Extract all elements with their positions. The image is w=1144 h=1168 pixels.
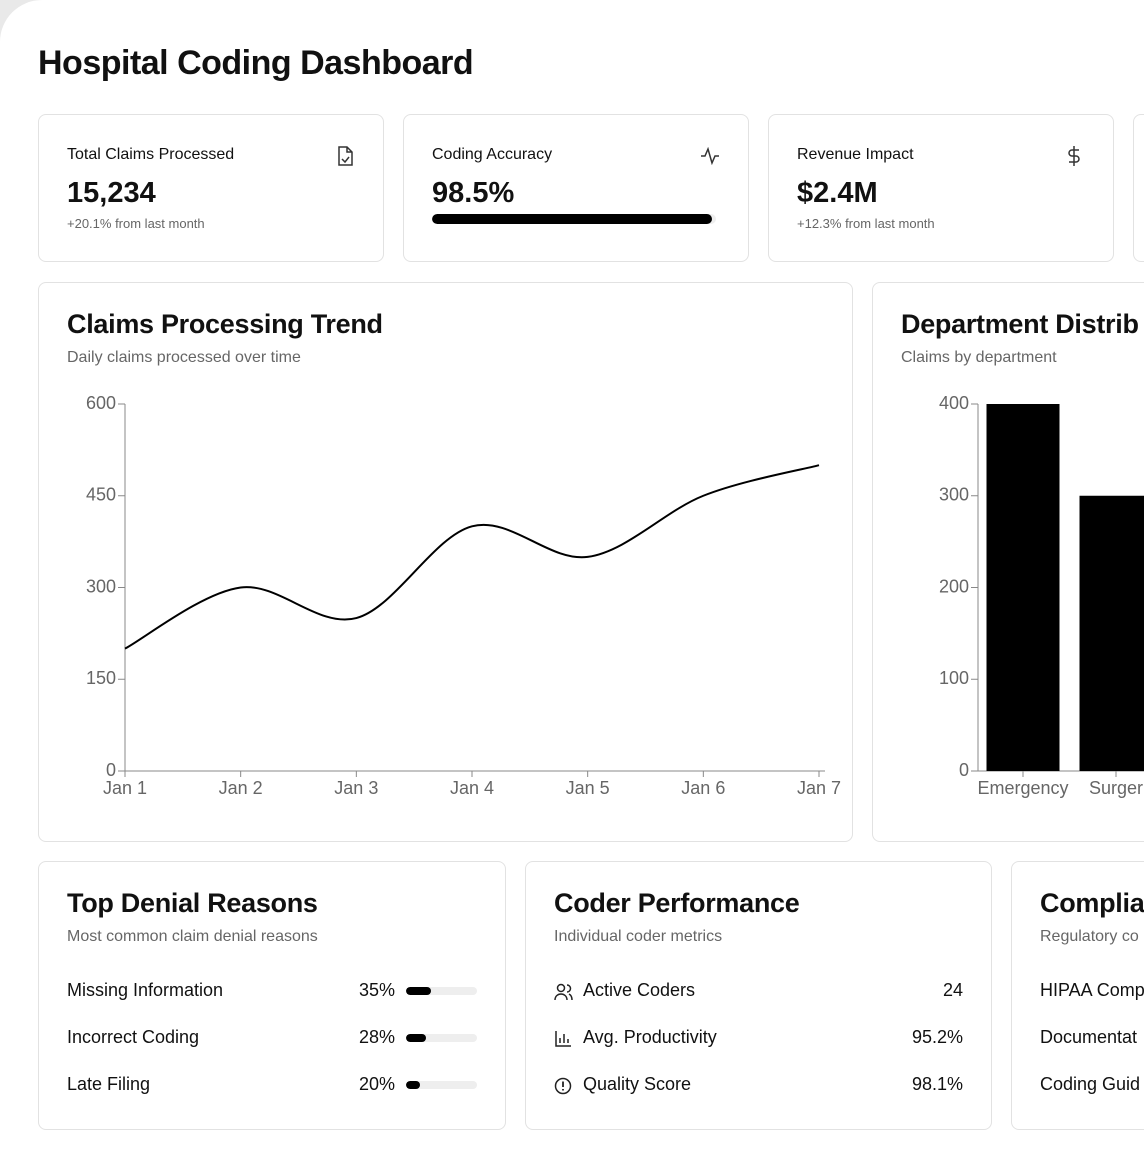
stat-label: Total Claims Processed <box>67 146 235 163</box>
card-title: Claims Processing Trend <box>67 309 383 339</box>
denials-card: Top Denial Reasons Most common claim den… <box>38 861 506 1130</box>
stat-card <box>1133 114 1144 262</box>
card-title: Complia <box>1040 888 1144 918</box>
stat-card: Revenue Impact $2.4M +12.3% from last mo… <box>768 114 1114 262</box>
compliance-card: Complia Regulatory co HIPAA Comp Document… <box>1011 861 1144 1130</box>
row-label: Coding Guid <box>1040 1074 1141 1094</box>
row-label: HIPAA Comp <box>1040 980 1144 1000</box>
card-title: Top Denial Reasons <box>67 888 318 918</box>
chart-card: Claims Processing Trend Daily claims pro… <box>38 282 853 842</box>
row-value: 98.1% <box>911 1074 963 1094</box>
stat-value: $2.4M <box>797 177 878 209</box>
card-title: Department Distrib <box>901 309 1139 339</box>
progress-fill <box>432 214 712 224</box>
card-subtitle: Daily claims processed over time <box>67 349 301 366</box>
alert-icon <box>554 1077 572 1095</box>
chart-card: Department Distrib Claims by department <box>872 282 1144 842</box>
card-subtitle: Claims by department <box>901 349 1057 366</box>
card-subtitle: Individual coder metrics <box>554 928 723 945</box>
stat-note: +12.3% from last month <box>797 216 935 231</box>
row-value: 95.2% <box>911 1027 963 1047</box>
progress-fill <box>406 1081 421 1089</box>
progress-track <box>406 1034 477 1042</box>
users-icon <box>554 983 573 1001</box>
row-label: Avg. Productivity <box>583 1027 717 1047</box>
row-value: 35% <box>358 980 395 1000</box>
progress-track <box>406 987 477 995</box>
row-label: Late Filing <box>67 1074 151 1094</box>
row-value: 28% <box>358 1027 395 1047</box>
stat-value: 98.5% <box>432 177 515 209</box>
progress-fill <box>406 987 431 995</box>
page-title: Hospital Coding Dashboard <box>38 44 474 82</box>
dollar-icon <box>1068 146 1080 166</box>
row-label: Incorrect Coding <box>67 1027 200 1047</box>
stat-value: 15,234 <box>67 177 156 209</box>
card-subtitle: Regulatory co <box>1040 928 1139 945</box>
progress-track <box>432 214 716 224</box>
progress-track <box>406 1081 477 1089</box>
row-label: Active Coders <box>583 980 696 1000</box>
stat-note: +20.1% from last month <box>67 216 205 231</box>
row-value: 24 <box>942 980 963 1000</box>
row-label: Missing Information <box>67 980 224 1000</box>
stat-label: Coding Accuracy <box>432 146 553 163</box>
card-subtitle: Most common claim denial reasons <box>67 928 318 945</box>
coders-card: Coder Performance Individual coder metri… <box>525 861 992 1130</box>
file-icon <box>338 146 353 166</box>
stat-card: Total Claims Processed 15,234 +20.1% fro… <box>38 114 384 262</box>
stat-label: Revenue Impact <box>797 146 914 163</box>
row-label: Documentat <box>1040 1027 1138 1047</box>
row-value: 20% <box>358 1074 395 1094</box>
chart-icon <box>555 1031 571 1047</box>
activity-icon <box>701 147 719 165</box>
card-title: Coder Performance <box>554 888 800 918</box>
stat-card: Coding Accuracy 98.5% <box>403 114 749 262</box>
row-label: Quality Score <box>583 1074 692 1094</box>
progress-fill <box>406 1034 426 1042</box>
